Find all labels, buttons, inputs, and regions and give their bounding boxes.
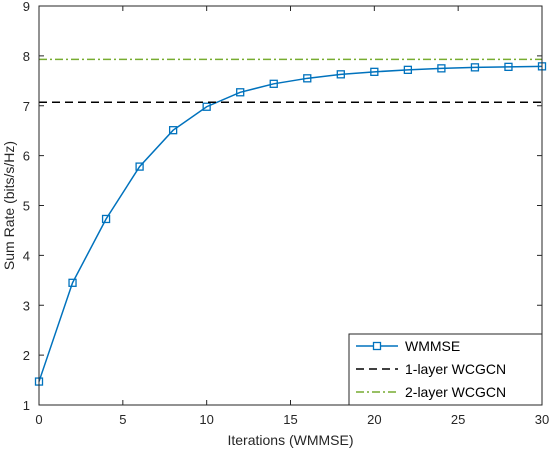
y-tick-label: 2 xyxy=(23,348,30,363)
legend-label-0: WMMSE xyxy=(405,338,460,354)
y-axis-label: Sum Rate (bits/s/Hz) xyxy=(1,141,17,270)
x-tick-label: 25 xyxy=(451,412,465,427)
data-point xyxy=(68,278,77,287)
series-layer xyxy=(34,58,547,386)
data-point xyxy=(135,162,144,171)
x-axis-label: Iterations (WMMSE) xyxy=(227,432,353,448)
y-tick-label: 4 xyxy=(23,248,30,263)
data-point xyxy=(236,88,245,97)
plot-frame xyxy=(38,5,543,406)
x-tick-label: 10 xyxy=(199,412,213,427)
x-tick-label: 15 xyxy=(283,412,297,427)
data-point xyxy=(303,74,312,83)
y-tick-label: 3 xyxy=(23,298,30,313)
data-point xyxy=(403,65,413,74)
data-point xyxy=(269,79,278,88)
y-tick-label: 1 xyxy=(23,398,30,413)
y-tick-label: 8 xyxy=(23,49,30,64)
data-point xyxy=(168,126,178,135)
data-point xyxy=(101,214,111,224)
legend-label-1: 1-layer WCGCN xyxy=(405,361,506,377)
data-point xyxy=(336,70,345,79)
legend-marker xyxy=(372,341,382,351)
data-point xyxy=(504,62,513,71)
axes-layer: 0 5 10 15 20 25 30 1 2 3 4 5 6 7 8 9 xyxy=(23,0,549,427)
x-tick-label: 20 xyxy=(367,412,381,427)
x-tick-label: 5 xyxy=(119,412,126,427)
x-tick-label: 0 xyxy=(35,412,42,427)
series-line-0 xyxy=(38,65,543,382)
y-tick-label: 7 xyxy=(23,99,30,114)
legend-label-2: 2-layer WCGCN xyxy=(405,384,506,400)
y-tick-label: 5 xyxy=(23,199,30,214)
x-tick-label: 30 xyxy=(535,412,549,427)
data-point xyxy=(470,63,480,72)
data-point xyxy=(437,64,446,73)
y-tick-label: 9 xyxy=(23,0,30,14)
y-tick-label: 6 xyxy=(23,149,30,164)
legend: WMMSE 1-layer WCGCN 2-layer WCGCN xyxy=(348,333,543,406)
data-point xyxy=(202,102,211,111)
data-point xyxy=(370,67,379,76)
